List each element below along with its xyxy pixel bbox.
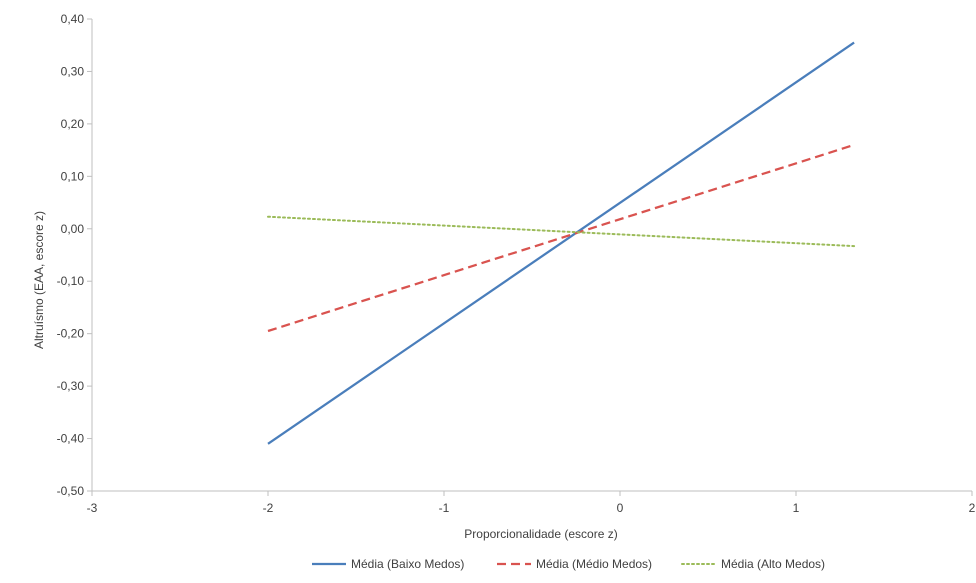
series-line-3 xyxy=(267,215,856,248)
series-layer xyxy=(267,41,856,445)
y-tick-label: -0,50 xyxy=(57,484,85,498)
x-tick-label: -1 xyxy=(439,501,450,515)
x-axis-title: Proporcionalidade (escore z) xyxy=(464,527,617,541)
x-axis-ticks: -3 -2 -1 0 1 2 xyxy=(87,491,976,515)
x-tick-label: 1 xyxy=(793,501,800,515)
y-tick-label: -0,10 xyxy=(57,274,85,288)
x-tick-label: -3 xyxy=(87,501,98,515)
y-tick-label: 0,00 xyxy=(61,222,85,236)
x-tick-label: -2 xyxy=(263,501,274,515)
y-axis-ticks: -0,50 -0,40 -0,30 -0,20 -0,10 0,00 0,10 0,20 0,3… xyxy=(57,12,92,498)
legend-label-1: Média (Baixo Medos) xyxy=(351,557,464,571)
legend-label-2: Média (Médio Medos) xyxy=(536,557,652,571)
y-tick-label: 0,10 xyxy=(61,169,85,183)
y-tick-label: 0,40 xyxy=(61,12,85,26)
x-tick-label: 0 xyxy=(617,501,624,515)
series-line-2 xyxy=(267,143,855,333)
legend-label-3: Média (Alto Medos) xyxy=(721,557,825,571)
y-tick-label: -0,30 xyxy=(57,379,85,393)
y-axis-title: Altruísmo (EAA, escore z) xyxy=(32,211,46,349)
y-tick-label: -0,40 xyxy=(57,432,85,446)
y-tick-label: 0,20 xyxy=(61,117,85,131)
legend: Média (Baixo Medos) Média (Médio Medos) Mé… xyxy=(312,557,825,571)
series-line-1 xyxy=(267,41,855,445)
y-tick-label: 0,30 xyxy=(61,64,85,78)
x-tick-label: 2 xyxy=(969,501,976,515)
y-tick-label: -0,20 xyxy=(57,327,85,341)
